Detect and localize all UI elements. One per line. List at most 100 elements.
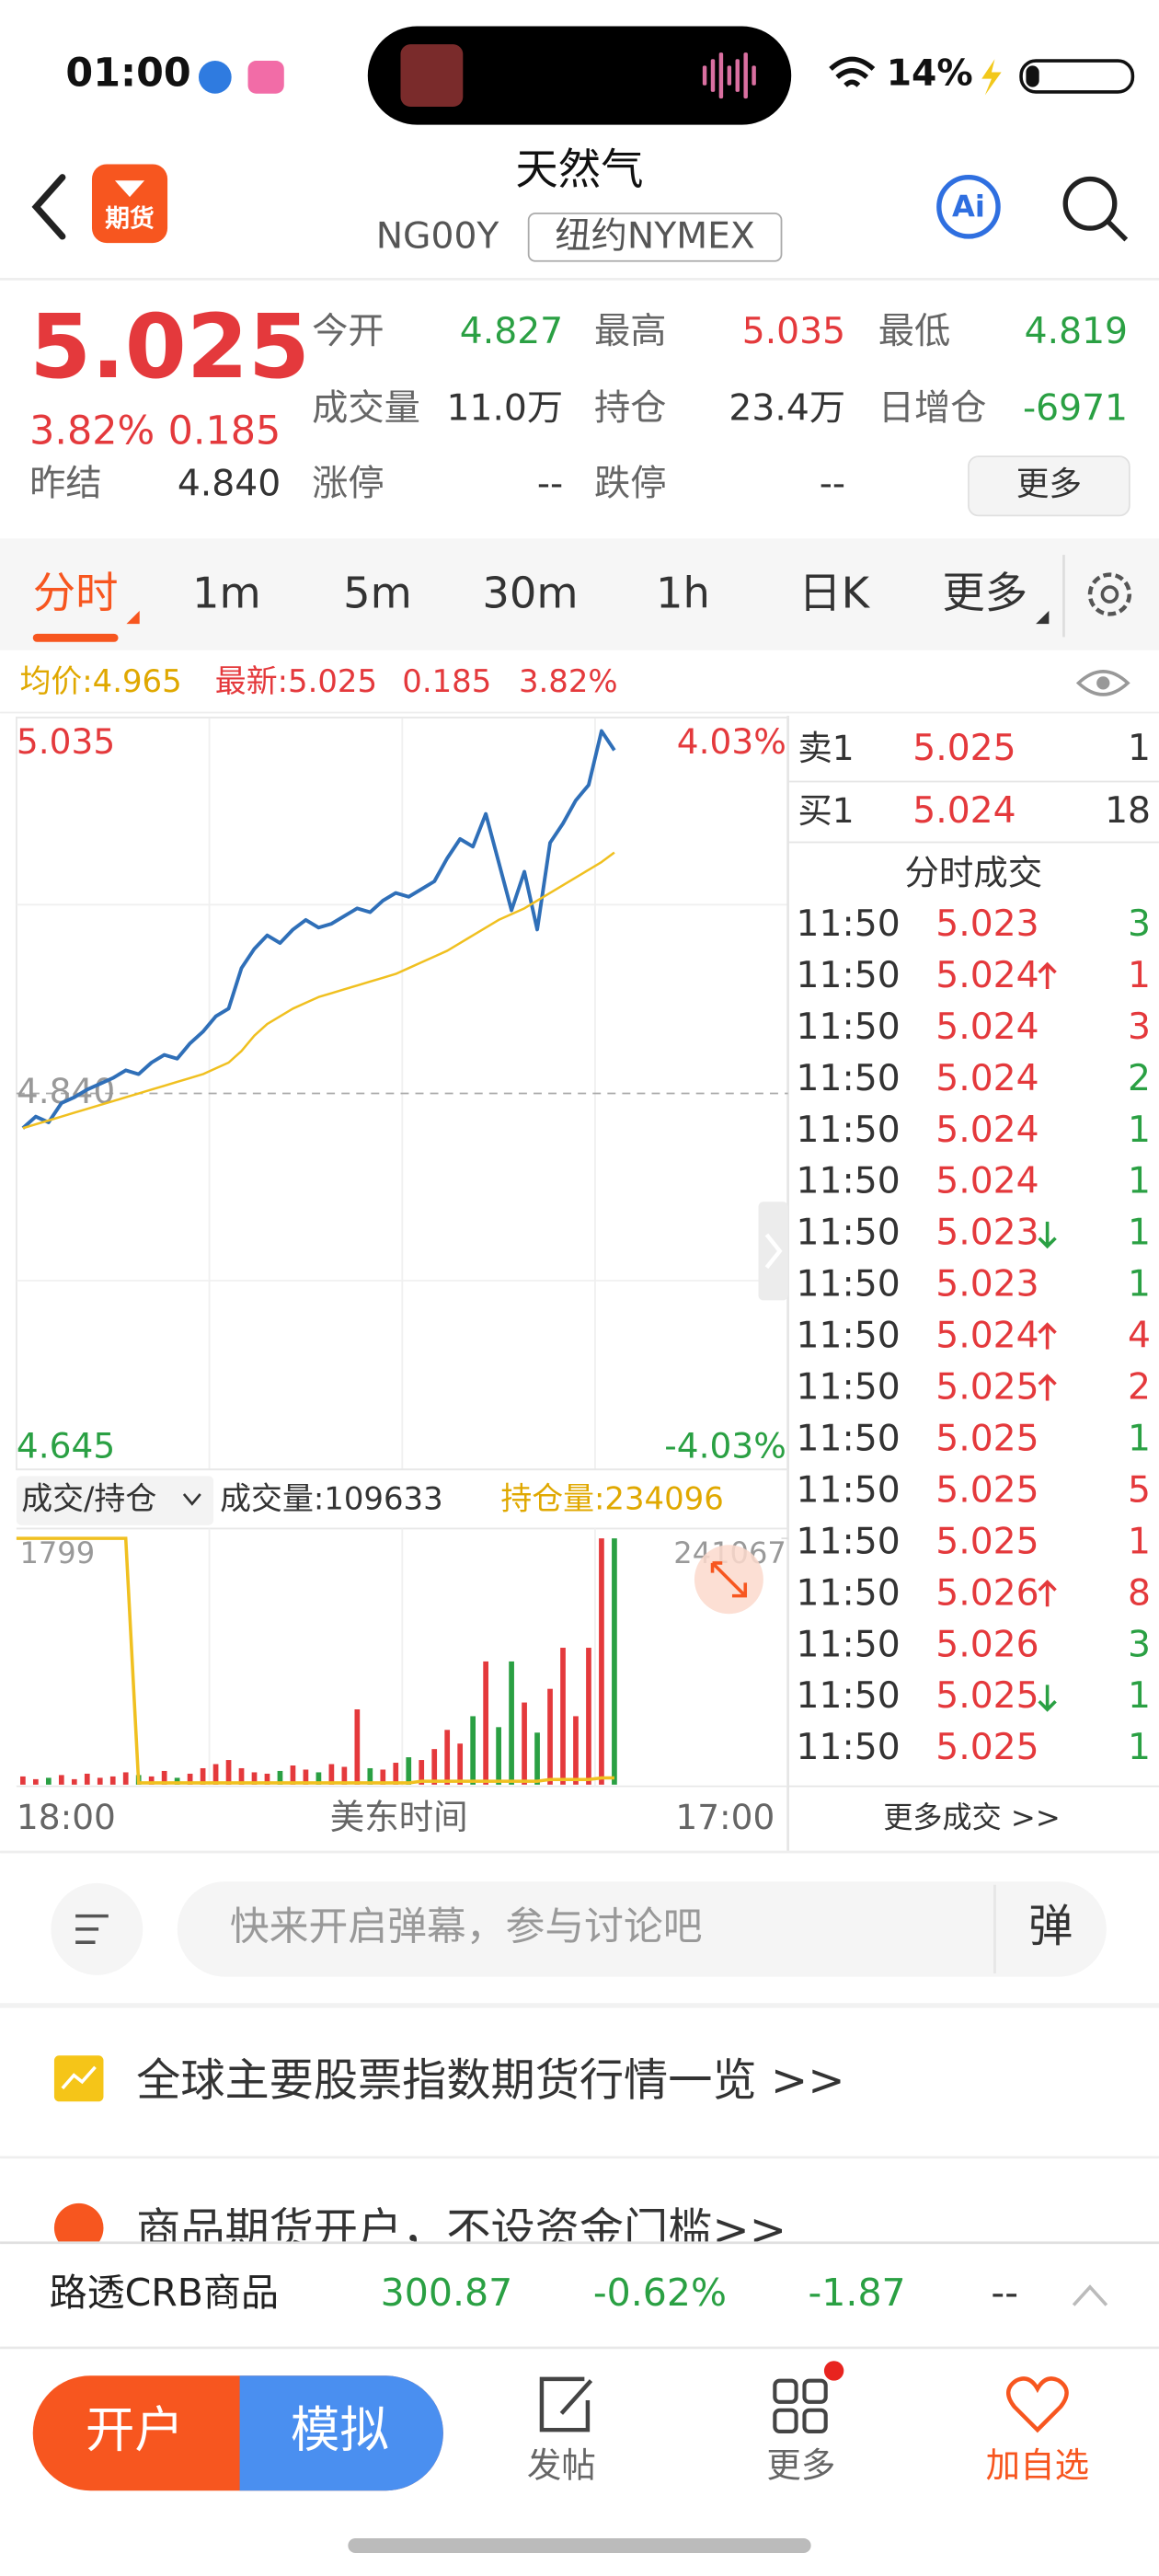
bid-label: 买1 <box>798 790 854 831</box>
field-label: 昨结 <box>29 464 102 505</box>
trade-qty: 1 <box>1128 1161 1151 1202</box>
latest-pct: 3.82% <box>519 663 618 699</box>
y-tick-label: 4.645 <box>17 1425 115 1466</box>
danmu-icon <box>75 1914 109 1944</box>
tab[interactable]: 5m <box>343 568 412 617</box>
bid-qty: 18 <box>1105 790 1151 832</box>
volume-bar <box>71 1778 77 1785</box>
volume-bar <box>200 1767 206 1785</box>
latest-price: 最新:5.025 <box>215 663 377 699</box>
volume-bar <box>303 1769 309 1785</box>
trade-qty: 3 <box>1128 1006 1151 1048</box>
tab[interactable]: 分时 <box>33 568 119 617</box>
volume-bar <box>251 1772 258 1785</box>
danmu-toggle[interactable]: 弹 <box>1028 1901 1073 1952</box>
tab[interactable]: 更多 <box>942 568 1027 617</box>
trade-time: 11:50 <box>797 1675 901 1717</box>
more-button[interactable] <box>968 455 1130 517</box>
trade-price: 5.025 <box>935 1469 1039 1511</box>
island-wave <box>727 65 732 86</box>
open-account-text: 开户 <box>86 2400 184 2458</box>
tab[interactable]: 30m <box>482 568 578 617</box>
field-label: 今开 <box>312 311 384 352</box>
volume-bar <box>33 1778 39 1785</box>
tab[interactable]: 1h <box>656 568 710 617</box>
exchange: 纽约NYMEX <box>555 215 754 257</box>
ask-label: 卖1 <box>798 728 854 768</box>
ask-qty: 1 <box>1128 728 1151 769</box>
ask-price: 5.025 <box>912 728 1016 769</box>
expand-icon <box>710 1561 748 1598</box>
trade-price: 5.025 <box>935 1418 1039 1459</box>
trade-qty: 3 <box>1128 1624 1151 1665</box>
trade-time: 11:50 <box>797 1418 901 1459</box>
chart-handle[interactable] <box>758 1202 788 1301</box>
volume-bar <box>560 1648 566 1785</box>
more-trades[interactable]: 更多成交 >> <box>883 1800 1060 1834</box>
volume-bar <box>97 1777 103 1785</box>
back-button[interactable] <box>31 174 66 240</box>
trade-time: 11:50 <box>797 1213 901 1254</box>
volume-bar <box>290 1765 296 1785</box>
tab[interactable]: 日K <box>798 568 870 617</box>
volume-bar <box>547 1688 553 1785</box>
nav-item[interactable]: 更多 <box>766 2445 835 2486</box>
field-value: 4.819 <box>1025 311 1128 352</box>
volume-bar <box>612 1538 617 1785</box>
battery-outline <box>1019 59 1135 94</box>
nav-item[interactable]: 加自选 <box>986 2445 1089 2486</box>
symbol-code: NG00Y <box>376 215 500 257</box>
trade-time: 11:50 <box>797 1058 901 1099</box>
nav-item[interactable]: 发帖 <box>527 2445 596 2486</box>
volume-bar <box>264 1773 270 1785</box>
volume-bar <box>483 1661 488 1785</box>
dynamic-island <box>367 26 792 125</box>
banner-icon-line <box>61 2065 97 2090</box>
field-label: 最高 <box>594 311 667 352</box>
oi-label: 持仓量:234096 <box>500 1481 723 1517</box>
tab[interactable]: 1m <box>192 568 261 617</box>
banner-icon <box>53 2202 104 2253</box>
banner-link[interactable]: 全球主要股票指数期货行情一览 >> <box>136 2055 844 2107</box>
trade-time: 11:50 <box>797 1624 901 1665</box>
oi-line <box>16 1536 614 1785</box>
trade-price: 5.024 <box>935 1316 1039 1357</box>
more-button-text: 更多 <box>1016 466 1082 503</box>
trade-time: 11:50 <box>797 1006 901 1048</box>
trade-qty: 1 <box>1128 1675 1151 1717</box>
trade-price: 5.024 <box>935 955 1039 996</box>
field-value: -- <box>537 464 563 505</box>
field-value: 4.827 <box>460 311 563 352</box>
demo-button[interactable] <box>239 2375 443 2491</box>
ai-button[interactable] <box>936 175 1001 239</box>
settings-button[interactable] <box>1087 572 1132 616</box>
field-label: 跌停 <box>594 464 667 505</box>
volume-bar <box>20 1776 26 1785</box>
change-pct: 3.82% <box>29 408 155 454</box>
trades-title: 分时成交 <box>904 853 1042 893</box>
charging-icon <box>981 59 1002 96</box>
more-icon <box>773 2408 798 2434</box>
heart-icon <box>1005 2376 1069 2433</box>
bid-price: 5.024 <box>912 790 1016 832</box>
trade-qty: 1 <box>1128 1418 1151 1459</box>
eye-icon[interactable] <box>1075 670 1130 696</box>
comment-input[interactable] <box>177 1881 1107 1977</box>
field-value: -- <box>820 464 845 505</box>
volume-bar <box>534 1732 540 1785</box>
trade-price: 5.025 <box>935 1675 1039 1717</box>
trade-qty: 1 <box>1128 1110 1151 1151</box>
volume-selector[interactable] <box>16 1476 214 1525</box>
ticker-expand[interactable] <box>1072 2284 1108 2306</box>
ticker-bar <box>0 2242 1159 2348</box>
latest-change: 0.185 <box>402 663 491 699</box>
volume-bar <box>187 1773 193 1785</box>
selector-caret <box>182 1493 201 1506</box>
trade-arrow-up <box>1038 1580 1057 1607</box>
trade-price: 5.024 <box>935 1006 1039 1048</box>
trade-time: 11:50 <box>797 1727 901 1768</box>
search-button[interactable] <box>1062 176 1118 231</box>
volume-bar <box>316 1772 322 1785</box>
trade-price: 5.023 <box>935 1264 1039 1305</box>
